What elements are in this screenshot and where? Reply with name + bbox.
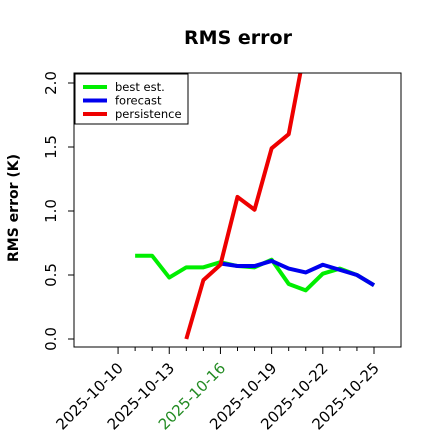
series-line-persistence — [184, 73, 303, 340]
legend-label: best est. — [115, 80, 165, 94]
chart-title: RMS error — [184, 27, 293, 49]
plot-frame — [73, 72, 402, 348]
y-tick-label: 1.0 — [42, 199, 60, 223]
y-axis: 0.0 0.5 1.0 1.5 2.0 — [42, 71, 74, 351]
series-line-best-est — [135, 253, 376, 293]
legend-label: persistence — [115, 107, 182, 121]
y-axis-label: RMS error (K) — [6, 154, 22, 262]
y-tick-label: 0.5 — [42, 263, 60, 287]
series-line-forecast — [220, 258, 376, 287]
y-tick-label: 0.0 — [42, 327, 60, 351]
x-axis: 2025-10-102025-10-132025-10-162025-10-19… — [53, 347, 383, 433]
series-layer — [100, 73, 376, 340]
y-tick-label: 2.0 — [42, 71, 60, 95]
y-tick-label: 1.5 — [42, 135, 60, 159]
legend-label: forecast — [115, 94, 162, 108]
